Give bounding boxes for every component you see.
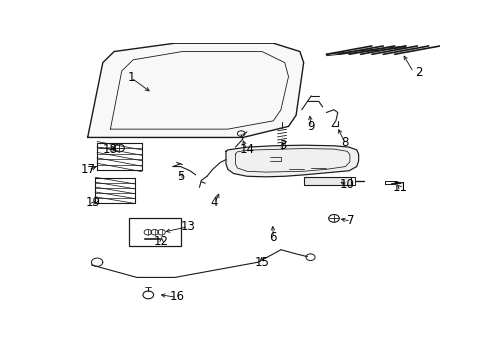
Text: 15: 15 <box>254 256 269 269</box>
Text: 4: 4 <box>210 196 218 209</box>
Text: 2: 2 <box>415 66 422 79</box>
Bar <box>129 219 180 246</box>
Text: 1: 1 <box>127 71 135 84</box>
Text: 10: 10 <box>339 178 354 191</box>
Text: 16: 16 <box>169 290 184 303</box>
Text: 6: 6 <box>269 231 277 244</box>
Text: 5: 5 <box>177 170 184 183</box>
Text: 18: 18 <box>103 143 118 157</box>
Polygon shape <box>225 145 358 177</box>
Bar <box>303 177 350 185</box>
Text: 13: 13 <box>180 220 195 233</box>
Text: 3: 3 <box>279 139 286 152</box>
Text: 19: 19 <box>86 196 101 209</box>
Text: 9: 9 <box>307 120 314 133</box>
Polygon shape <box>87 43 303 138</box>
Text: 11: 11 <box>392 181 407 194</box>
Text: 14: 14 <box>239 143 254 157</box>
Text: 7: 7 <box>346 214 354 227</box>
Text: 12: 12 <box>154 235 169 248</box>
Text: 8: 8 <box>341 136 348 149</box>
Text: 17: 17 <box>81 163 96 176</box>
